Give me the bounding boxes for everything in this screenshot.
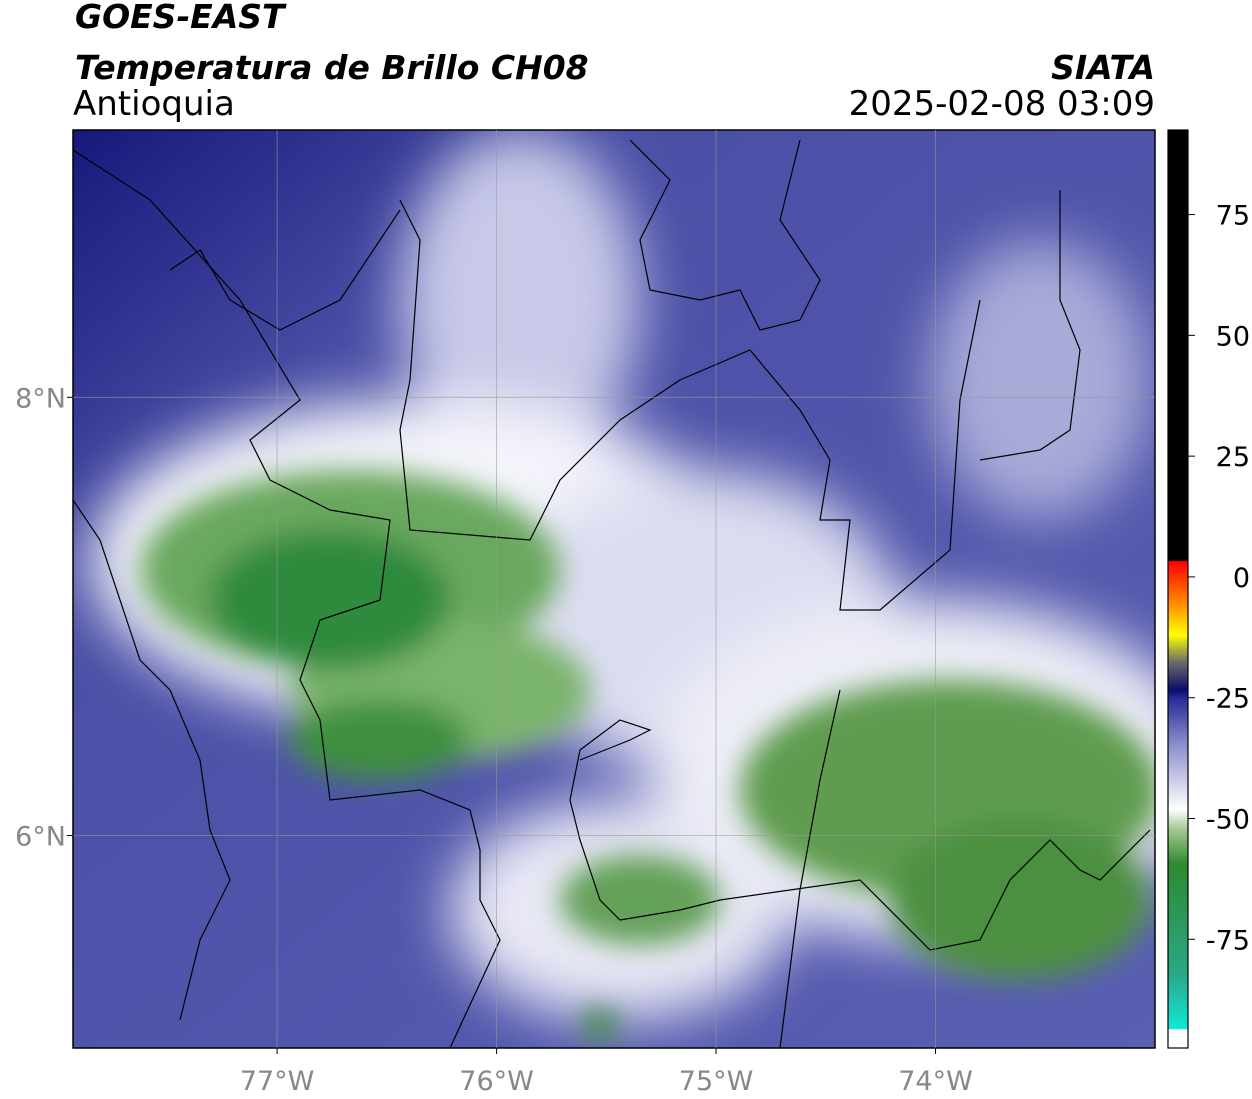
region: Antioquia (73, 84, 235, 124)
subtitle: Temperatura de Brillo CH08 (75, 48, 589, 87)
map-frame (72, 129, 1156, 1049)
satellite-image (73, 130, 1155, 1048)
colorbar-tick-label: 50 (1216, 321, 1250, 352)
colorbar (1167, 129, 1189, 1049)
datetime: 2025-02-08 03:09 (849, 84, 1155, 124)
colorbar-tick-label: 25 (1216, 442, 1250, 473)
y-tick-label: 6°N (15, 821, 66, 852)
x-tick-label: 74°W (898, 1066, 973, 1097)
y-tick-label: 8°N (15, 383, 66, 414)
colorbar-tick-label: -50 (1206, 805, 1250, 836)
x-tick-label: 76°W (459, 1066, 534, 1097)
colorbar-tick-label: -75 (1206, 925, 1250, 956)
x-tick-label: 77°W (240, 1066, 315, 1097)
colorbar-tick-label: 75 (1216, 201, 1250, 232)
x-tick-label: 75°W (679, 1066, 754, 1097)
colorbar-tick-label: 0 (1233, 563, 1250, 594)
title: GOES-EAST (75, 0, 287, 36)
source: SIATA (1051, 48, 1155, 87)
colorbar-tick-label: -25 (1206, 684, 1250, 715)
